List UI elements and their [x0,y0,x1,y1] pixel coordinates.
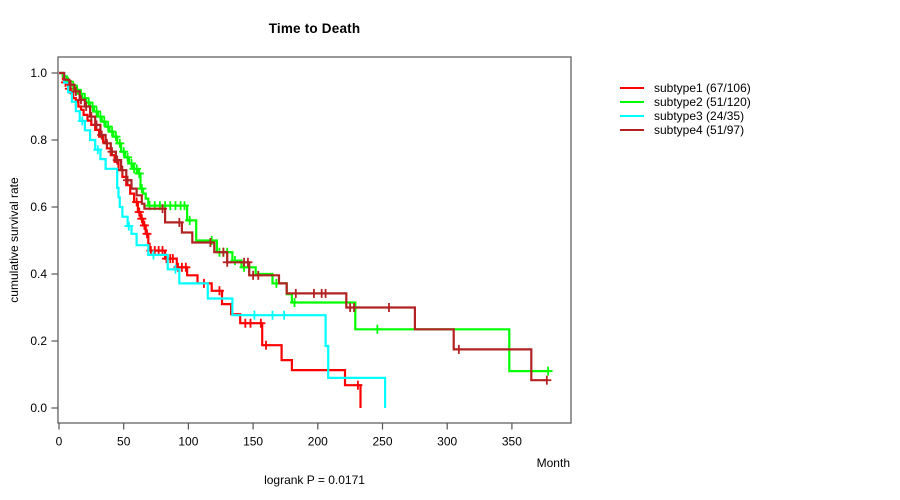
legend-line-swatch [620,100,644,104]
x-tick-label: 250 [372,435,392,449]
x-tick-label: 150 [243,435,263,449]
logrank-annotation: logrank P = 0.0171 [264,473,365,487]
legend-item-subtype3: subtype3 (24/35) [620,109,751,123]
y-tick-label: 0.8 [30,133,47,147]
censor-marks-subtype2 [63,76,553,376]
y-tick-label: 1.0 [30,66,47,80]
x-tick-label: 0 [56,435,63,449]
legend-line-swatch [620,128,644,132]
y-tick-label: 0.6 [30,200,47,214]
survival-curve-subtype1 [59,71,362,408]
survival-curve-subtype3 [59,71,387,408]
x-tick-label: 200 [308,435,328,449]
censor-marks-subtype3 [77,116,289,320]
legend-line-swatch [620,86,644,90]
x-tick-label: 300 [437,435,457,449]
plot-border [57,56,572,424]
legend-item-subtype2: subtype2 (51/120) [620,95,751,109]
y-tick-label: 0.2 [30,334,47,348]
censor-marks-subtype4 [66,80,552,385]
y-tick-label: 0.0 [30,401,47,415]
legend-item-subtype1: subtype1 (67/106) [620,81,751,95]
survival-curve-subtype4 [59,71,547,382]
y-axis: 0.0 0.2 0.4 0.6 0.8 1.0 [30,66,58,415]
x-tick-label: 50 [117,435,131,449]
chart-title: Time to Death [268,21,361,36]
legend-item-subtype4: subtype4 (51/97) [620,123,751,137]
survival-curve-subtype2 [59,71,551,373]
y-tick-label: 0.4 [30,267,47,281]
legend-line-swatch [620,114,644,118]
legend-label: subtype1 (67/106) [654,81,751,95]
legend-label: subtype4 (51/97) [654,123,745,137]
legend-label: subtype2 (51/120) [654,95,751,109]
legend: subtype1 (67/106) subtype2 (51/120) subtyp… [620,81,751,137]
x-tick-label: 100 [178,435,198,449]
x-tick-label: 350 [502,435,522,449]
x-axis: 0 50 100 150 200 250 300 350 Month [56,423,570,470]
x-axis-title: Month [537,456,570,470]
legend-label: subtype3 (24/35) [654,109,745,123]
